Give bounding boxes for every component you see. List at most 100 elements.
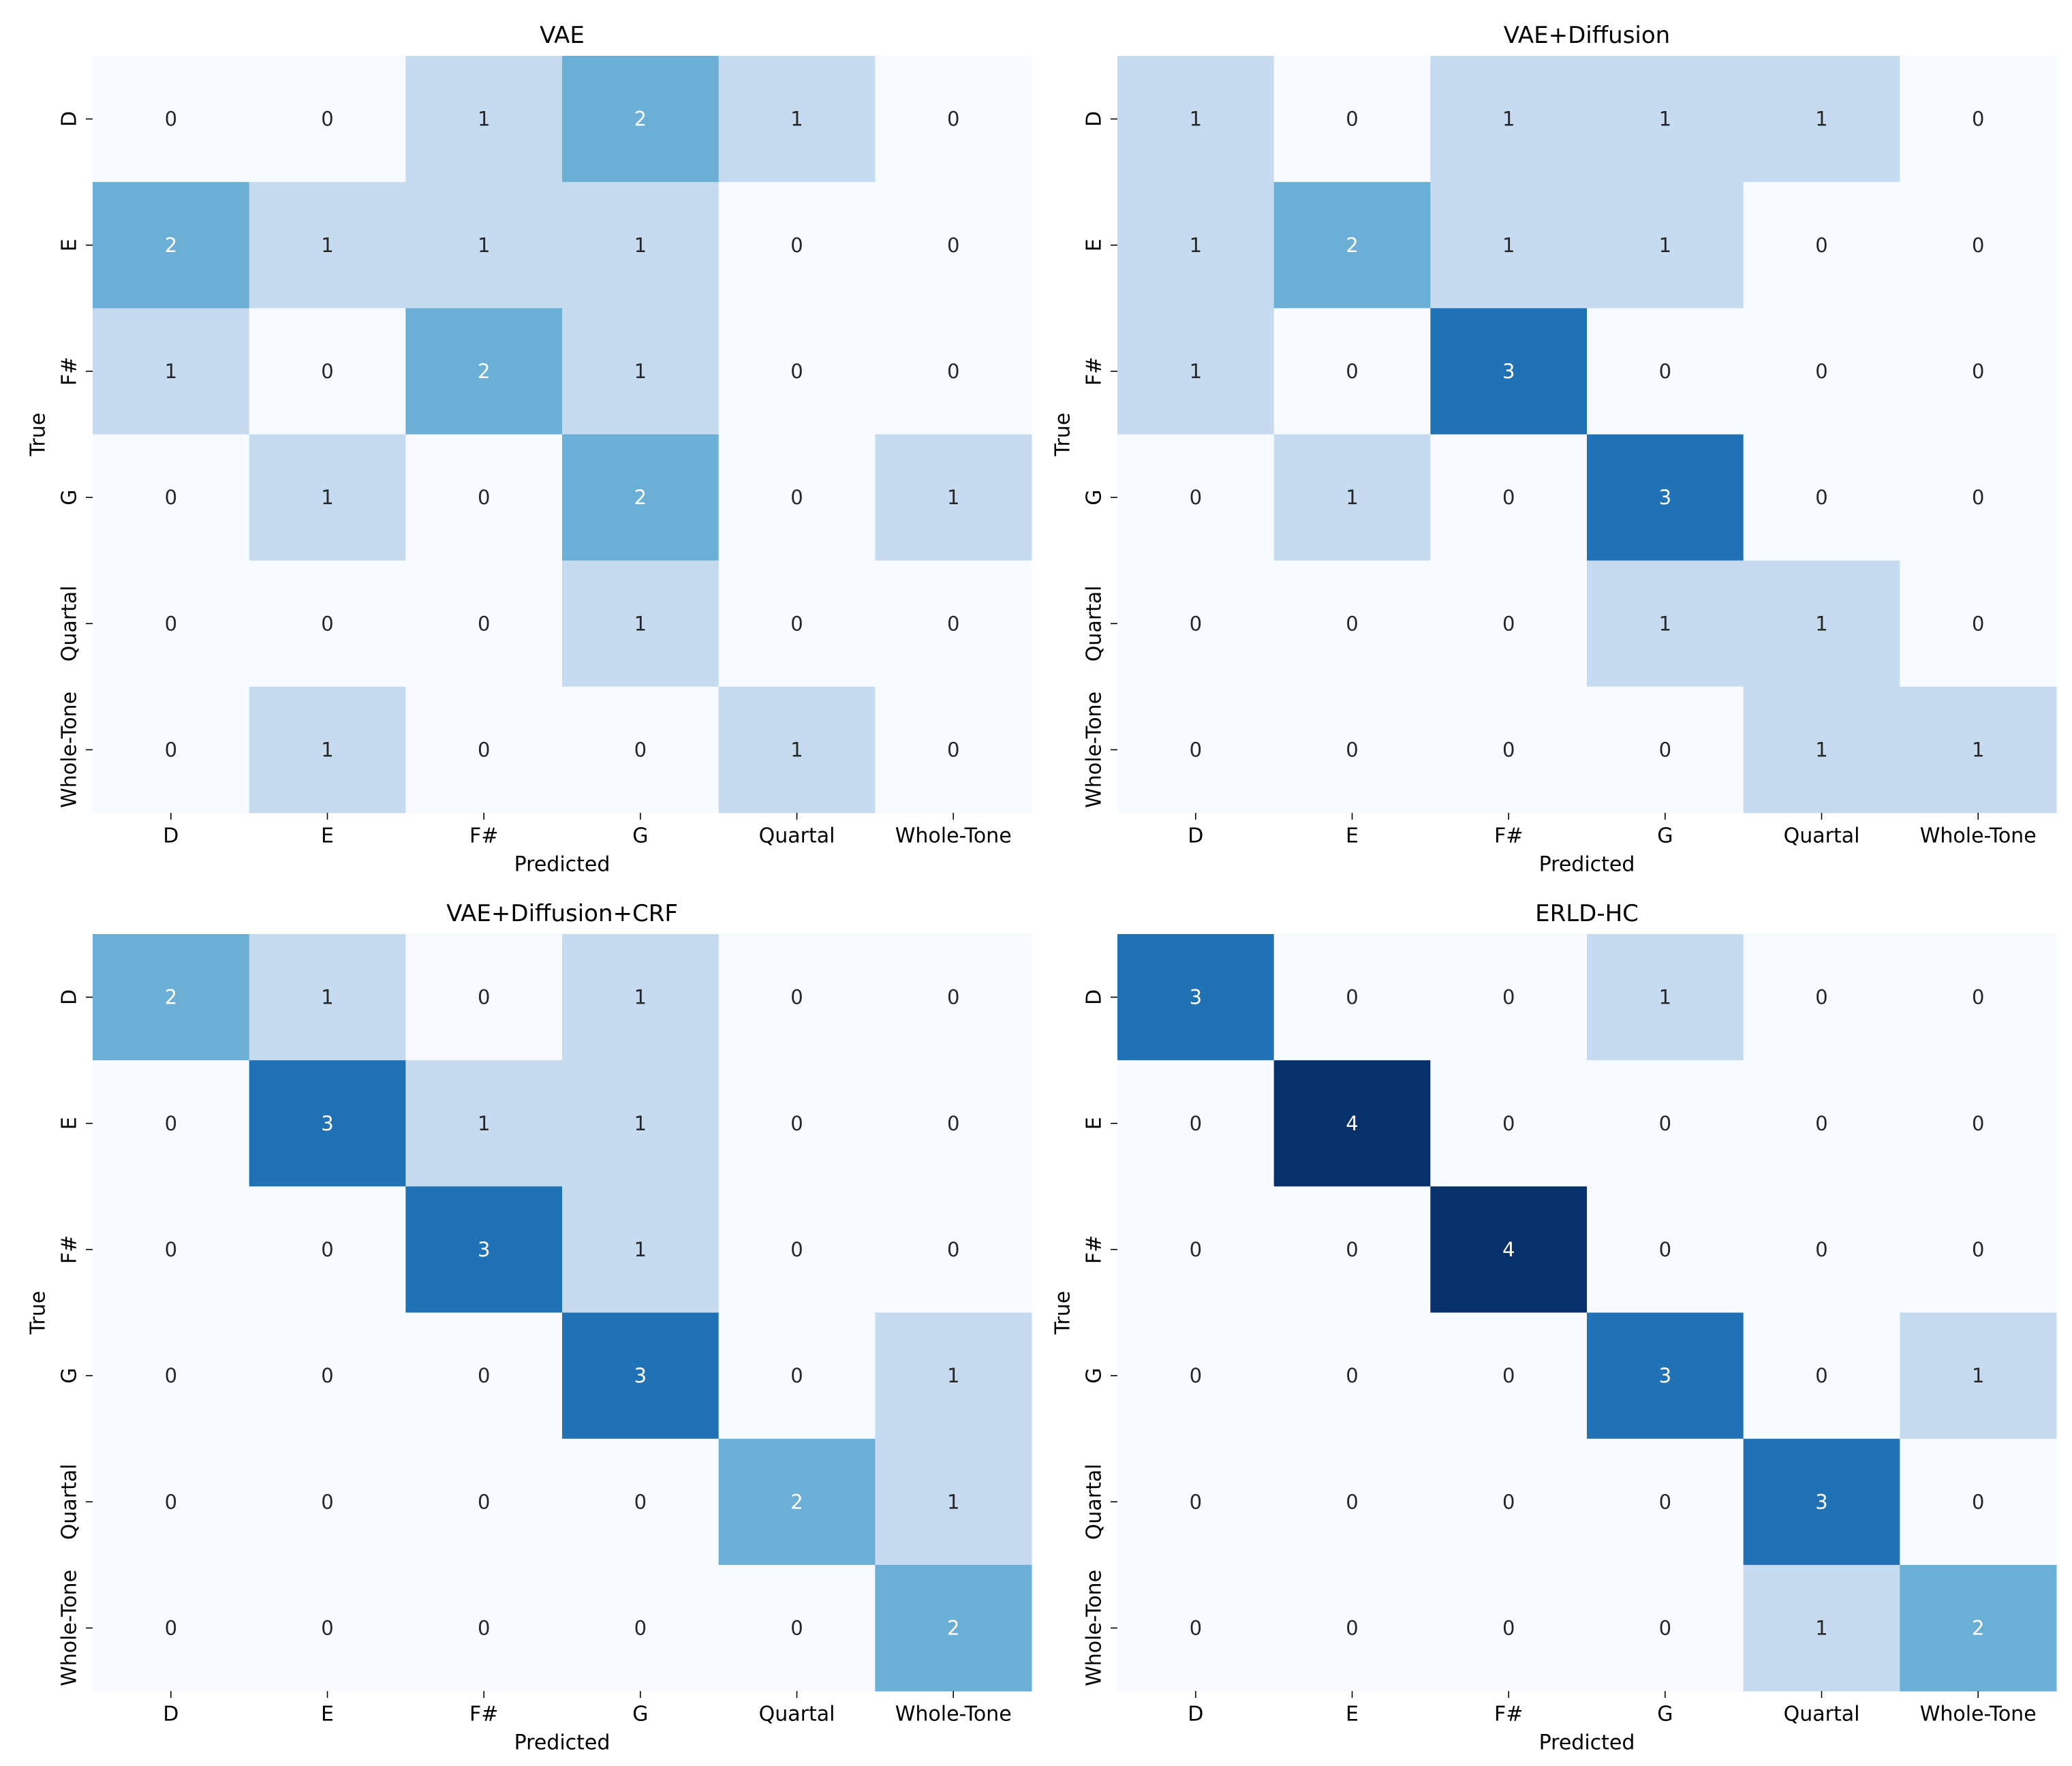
heatmap-cell (1900, 434, 2057, 561)
panel-title: VAE+Diffusion (1504, 22, 1670, 49)
cell-value-label: 0 (1346, 360, 1358, 383)
x-tick-label: D (1188, 1703, 1203, 1726)
heatmap-cell (718, 934, 876, 1061)
cell-value-label: 0 (1502, 738, 1515, 761)
y-tick-label: Whole-Tone (58, 1570, 82, 1686)
cell-value-label: 3 (634, 1364, 647, 1387)
y-tick-label: E (58, 238, 82, 251)
y-tick-label: Whole-Tone (58, 692, 82, 808)
cell-value-label: 0 (1346, 738, 1358, 761)
heatmap-cell (405, 1060, 563, 1187)
heatmap-cell (1587, 560, 1744, 687)
cell-value-label: 1 (634, 234, 647, 257)
cell-value-label: 0 (790, 486, 803, 509)
cell-value-label: 0 (1972, 1112, 1984, 1135)
heatmap-cell (93, 934, 250, 1061)
cell-value-label: 1 (790, 738, 803, 761)
heatmap-cell (249, 1060, 406, 1187)
heatmap-cell (1430, 182, 1588, 309)
heatmap-cell (405, 308, 563, 435)
heatmap-cell (1430, 308, 1588, 435)
heatmap-cell (1587, 434, 1744, 561)
cell-value-label: 0 (1190, 1490, 1202, 1513)
heatmap-cell (1273, 308, 1431, 435)
cell-value-label: 0 (1972, 986, 1984, 1009)
cell-value-label: 4 (1346, 1112, 1358, 1135)
x-tick-label: E (321, 824, 334, 848)
cell-value-label: 1 (1972, 738, 1984, 761)
y-tick-label: Whole-Tone (1083, 692, 1107, 808)
x-tick-label: Quartal (1784, 1703, 1860, 1726)
cell-value-label: 4 (1502, 1238, 1515, 1261)
cell-value-label: 1 (1815, 612, 1827, 635)
y-tick-label: F# (1083, 1235, 1107, 1264)
cell-value-label: 0 (947, 612, 959, 635)
x-tick-label: Quartal (759, 1703, 835, 1726)
cell-value-label: 0 (1659, 360, 1671, 383)
heatmap-cell (405, 1438, 563, 1566)
heatmap-cell (562, 1312, 720, 1440)
x-tick-label: E (1346, 1703, 1359, 1726)
heatmap-cell (1743, 686, 1900, 814)
heatmap-cell (249, 434, 406, 561)
cell-value-label: 0 (321, 360, 333, 383)
cell-value-label: 2 (790, 1490, 803, 1513)
x-axis-label: Predicted (514, 853, 610, 877)
cell-value-label: 0 (1190, 738, 1202, 761)
cell-value-label: 2 (478, 360, 490, 383)
heatmap-cell (405, 560, 563, 687)
heatmap-cell (1900, 56, 2057, 183)
heatmap-cell (1117, 434, 1275, 561)
cell-value-label: 0 (165, 1364, 177, 1387)
cell-value-label: 0 (790, 986, 803, 1009)
y-tick-label: Quartal (1083, 1463, 1107, 1540)
heatmap-cell (1587, 934, 1744, 1061)
heatmap-cell (249, 1186, 406, 1314)
cell-value-label: 0 (1502, 1364, 1515, 1387)
cell-value-label: 0 (947, 738, 959, 761)
cell-value-label: 1 (478, 108, 490, 131)
y-tick-label: G (1083, 489, 1107, 505)
y-tick-label: Quartal (58, 1463, 82, 1540)
cell-value-label: 1 (321, 234, 333, 257)
heatmap-cell (1273, 1438, 1431, 1566)
heatmap-cell (1587, 1438, 1744, 1566)
cell-value-label: 0 (1972, 1238, 1984, 1261)
y-tick-label: G (1083, 1367, 1107, 1383)
heatmap-cell (1117, 1312, 1275, 1440)
cell-value-label: 2 (947, 1616, 959, 1639)
cell-value-label: 0 (165, 1112, 177, 1135)
cell-value-label: 0 (1502, 486, 1515, 509)
cell-value-label: 0 (1972, 1490, 1984, 1513)
y-tick-label: E (1083, 1117, 1107, 1130)
heatmap-cell (875, 1312, 1032, 1440)
cell-value-label: 0 (1190, 486, 1202, 509)
heatmap-cell (718, 1564, 876, 1692)
x-tick-label: F# (469, 824, 498, 848)
cell-value-label: 1 (947, 1490, 959, 1513)
heatmap-cell (93, 686, 250, 814)
heatmap-cell (1900, 1564, 2057, 1692)
heatmap-cell (1587, 1312, 1744, 1440)
cell-value-label: 0 (1502, 1490, 1515, 1513)
cell-value-label: 0 (1502, 986, 1515, 1009)
y-tick-label: Whole-Tone (1083, 1570, 1107, 1686)
heatmap-cell (875, 1438, 1032, 1566)
heatmap-cell (1430, 56, 1588, 183)
cell-value-label: 0 (165, 1616, 177, 1639)
heatmap-cell (1743, 434, 1900, 561)
y-tick-label: Quartal (1083, 585, 1107, 662)
heatmap-cell (93, 1564, 250, 1692)
x-tick-label: F# (1494, 824, 1523, 848)
y-tick-label: G (58, 1367, 82, 1383)
cell-value-label: 1 (321, 486, 333, 509)
cell-value-label: 1 (321, 738, 333, 761)
heatmap-cell (1273, 1312, 1431, 1440)
cell-value-label: 0 (1502, 1616, 1515, 1639)
heatmap-cell (93, 1186, 250, 1314)
cell-value-label: 1 (321, 986, 333, 1009)
heatmap-cell (1743, 1060, 1900, 1187)
heatmap-cell (1587, 1564, 1744, 1692)
heatmap-cell (562, 434, 720, 561)
cell-value-label: 0 (1190, 1364, 1202, 1387)
